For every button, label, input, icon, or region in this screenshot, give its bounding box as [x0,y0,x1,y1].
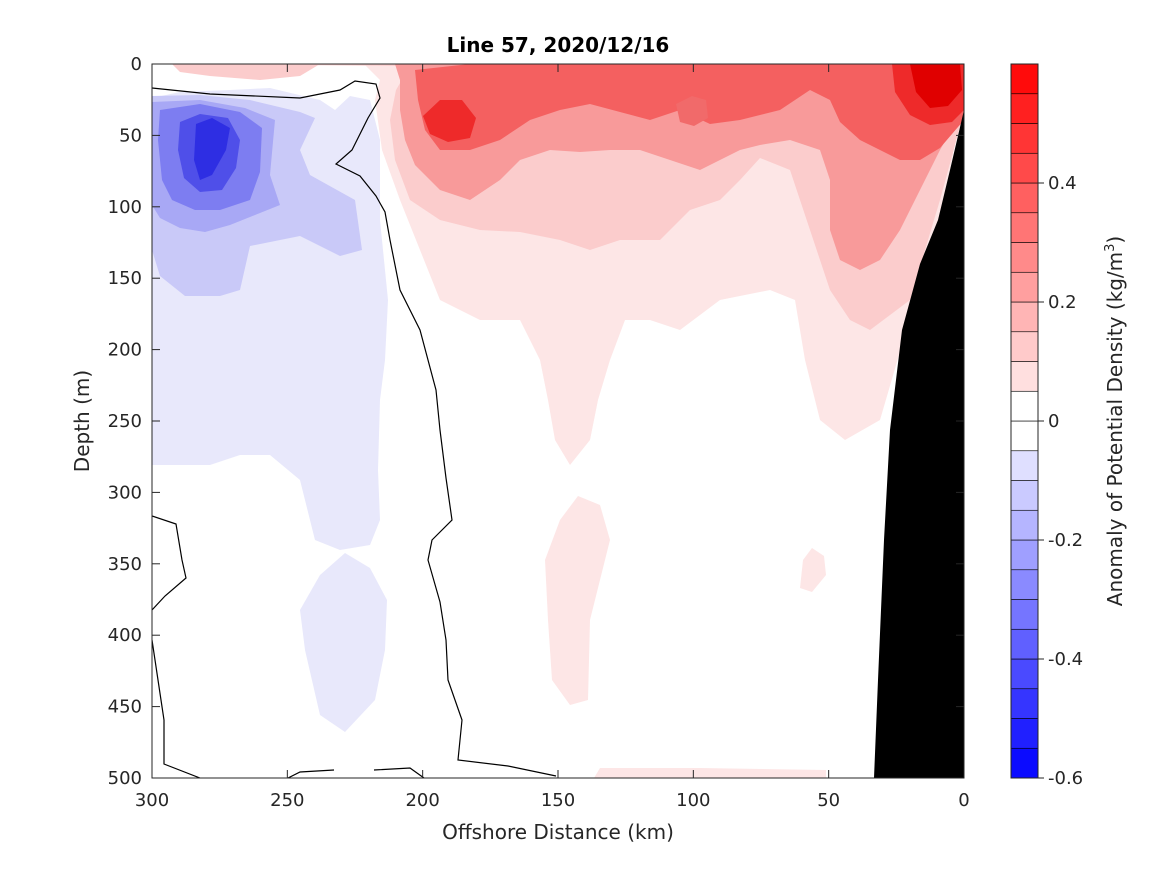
colorbar-tick-label: 0.4 [1048,173,1077,194]
bathymetry-mask [874,110,964,778]
y-tick-label: 300 [108,482,142,503]
colorbar-label-close: ) [1103,236,1127,244]
colorbar-level-band [1010,152,1039,184]
colorbar-level-band [1010,688,1039,719]
zero-contour-main [152,80,557,777]
y-tick-label: 150 [108,268,142,289]
colorbar-level-band [1010,420,1039,452]
x-axis: 300 250 200 150 100 50 0 [135,64,970,811]
y-tick-label: 250 [108,411,142,432]
y-tick-label: 200 [108,340,142,361]
colorbar-level-band [1010,93,1039,124]
colorbar-level-band [1010,390,1039,422]
colorbar-tick-label: 0.2 [1048,292,1077,313]
colorbar-level-band [1010,718,1039,749]
colorbar-level-band [1010,450,1039,481]
colorbar-level-band [1010,361,1039,392]
colorbar-level-band [1010,599,1039,630]
positive-anomaly-small [800,548,826,592]
y-tick-label: 350 [108,554,142,575]
zero-contour-bottom-2 [373,767,425,778]
colorbar-level-band [1010,658,1039,690]
x-tick-label: 100 [676,790,710,811]
colorbar-level-band [1010,509,1039,541]
y-axis: 0 50 100 150 200 250 300 350 400 450 500 [108,54,964,789]
positive-anomaly-surface-west [172,64,320,80]
colorbar-level-band [1010,569,1039,600]
positive-anomaly-peak-coast [910,64,962,108]
y-tick-label: 50 [119,125,142,146]
plot-area [151,63,965,779]
colorbar-level-band [1010,182,1039,214]
x-tick-label: 50 [817,790,840,811]
colorbar-tick-label: -0.6 [1048,768,1083,789]
x-tick-label: 150 [541,790,575,811]
colorbar-level-band [1010,301,1039,333]
colorbar-level-band [1010,123,1039,154]
colorbar-tick-label: 0 [1048,411,1059,432]
colorbar-level-band [1010,63,1039,95]
colorbar-level-band [1010,628,1039,660]
negative-anomaly-peak [194,118,230,180]
chart-title: Line 57, 2020/12/16 [447,33,670,57]
x-tick-label: 200 [405,790,439,811]
zero-contour-west [152,515,187,611]
zero-contour-bottom [287,769,335,778]
colorbar-tick-label: -0.4 [1048,649,1083,670]
colorbar-label-main: Anomaly of Potential Density (kg/m [1103,252,1127,606]
colorbar: -0.6 -0.4 -0.2 0 0.2 0.4 [1010,63,1083,789]
colorbar-level-band [1010,539,1039,571]
y-tick-label: 100 [108,197,142,218]
y-tick-label: 450 [108,697,142,718]
colorbar-level-band [1010,212,1039,243]
x-tick-label: 0 [958,790,969,811]
colorbar-label-superscript: 3 [1103,244,1118,252]
colorbar-level-band [1010,242,1039,273]
zero-contour-west-2 [152,639,201,778]
x-axis-label: Offshore Distance (km) [442,820,674,844]
y-tick-label: 500 [108,768,142,789]
positive-anomaly-bottom [594,768,826,778]
colorbar-tick-label: -0.2 [1048,530,1083,551]
y-axis-label: Depth (m) [70,370,94,472]
x-tick-label: 250 [270,790,304,811]
positive-anomaly-core-mid [676,96,708,126]
colorbar-label: Anomaly of Potential Density (kg/m3) [1103,236,1127,606]
negative-anomaly-region-deep [300,553,387,732]
colorbar-level-band [1010,747,1039,779]
positive-anomaly-faint [152,64,964,465]
y-tick-label: 0 [131,54,142,75]
x-tick-label: 300 [135,790,169,811]
y-tick-label: 400 [108,625,142,646]
positive-anomaly-core-west [423,100,476,142]
colorbar-level-band [1010,480,1039,511]
colorbar-level-band [1010,271,1039,303]
positive-anomaly-deep [545,496,610,705]
colorbar-level-band [1010,331,1039,362]
